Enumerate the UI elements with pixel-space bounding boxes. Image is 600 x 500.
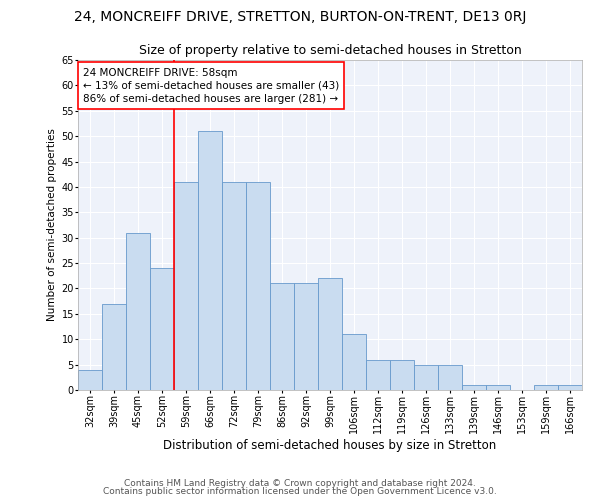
Bar: [486, 385, 510, 390]
Bar: [294, 284, 318, 390]
Bar: [318, 278, 342, 390]
X-axis label: Distribution of semi-detached houses by size in Stretton: Distribution of semi-detached houses by …: [163, 439, 497, 452]
Text: 24 MONCREIFF DRIVE: 58sqm
← 13% of semi-detached houses are smaller (43)
86% of : 24 MONCREIFF DRIVE: 58sqm ← 13% of semi-…: [83, 68, 339, 104]
Text: Contains public sector information licensed under the Open Government Licence v3: Contains public sector information licen…: [103, 487, 497, 496]
Bar: [462, 385, 486, 390]
Bar: [438, 364, 462, 390]
Bar: [78, 370, 102, 390]
Bar: [222, 182, 246, 390]
Bar: [102, 304, 126, 390]
Text: 24, MONCREIFF DRIVE, STRETTON, BURTON-ON-TRENT, DE13 0RJ: 24, MONCREIFF DRIVE, STRETTON, BURTON-ON…: [74, 10, 526, 24]
Bar: [342, 334, 366, 390]
Bar: [558, 385, 582, 390]
Title: Size of property relative to semi-detached houses in Stretton: Size of property relative to semi-detach…: [139, 44, 521, 58]
Bar: [366, 360, 390, 390]
Bar: [150, 268, 174, 390]
Bar: [270, 284, 294, 390]
Bar: [246, 182, 270, 390]
Bar: [414, 364, 438, 390]
Bar: [174, 182, 198, 390]
Bar: [534, 385, 558, 390]
Bar: [126, 232, 150, 390]
Text: Contains HM Land Registry data © Crown copyright and database right 2024.: Contains HM Land Registry data © Crown c…: [124, 478, 476, 488]
Bar: [390, 360, 414, 390]
Bar: [198, 131, 222, 390]
Y-axis label: Number of semi-detached properties: Number of semi-detached properties: [47, 128, 57, 322]
